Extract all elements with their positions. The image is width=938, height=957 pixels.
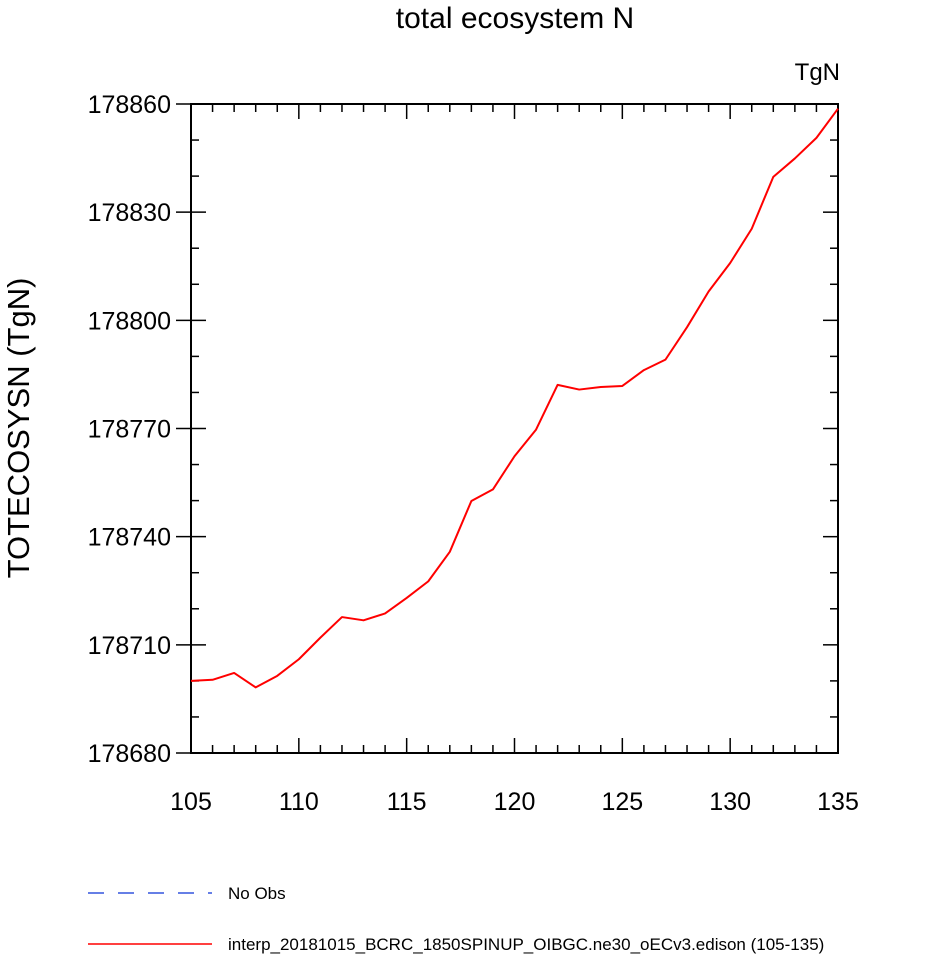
x-tick-label: 135 [817, 788, 859, 816]
plot-area: 105 110 115 120 125 130 135 178680 178710 178740 1… [88, 91, 859, 816]
y-tick-label: 178740 [88, 524, 171, 552]
x-tick-label: 130 [709, 788, 751, 816]
x-tick-label: 125 [601, 788, 643, 816]
y-tick-label: 178710 [88, 632, 171, 660]
y-tick-label: 178860 [88, 91, 171, 119]
legend-label-1: interp_20181015_BCRC_1850SPINUP_OIBGC.ne… [228, 935, 824, 954]
y-tick-label: 178770 [88, 416, 171, 444]
units-label: TgN [795, 59, 840, 86]
legend-label-0: No Obs [228, 884, 286, 903]
x-tick-label: 115 [387, 788, 427, 816]
plot-frame [190, 103, 839, 754]
x-tick-label: 110 [279, 788, 319, 816]
y-tick-label: 178800 [88, 307, 171, 335]
x-tick-label: 120 [494, 788, 536, 816]
x-tick-label: 105 [170, 788, 212, 816]
y-tick-label: 178830 [88, 199, 171, 227]
legend: No Obs interp_20181015_BCRC_1850SPINUP_OI… [88, 884, 824, 954]
y-tick-label: 178680 [88, 740, 171, 768]
y-axis-label: TOTECOSYSN (TgN) [1, 278, 36, 579]
series-line-1 [190, 108, 839, 689]
chart-title: total ecosystem N [396, 2, 634, 35]
